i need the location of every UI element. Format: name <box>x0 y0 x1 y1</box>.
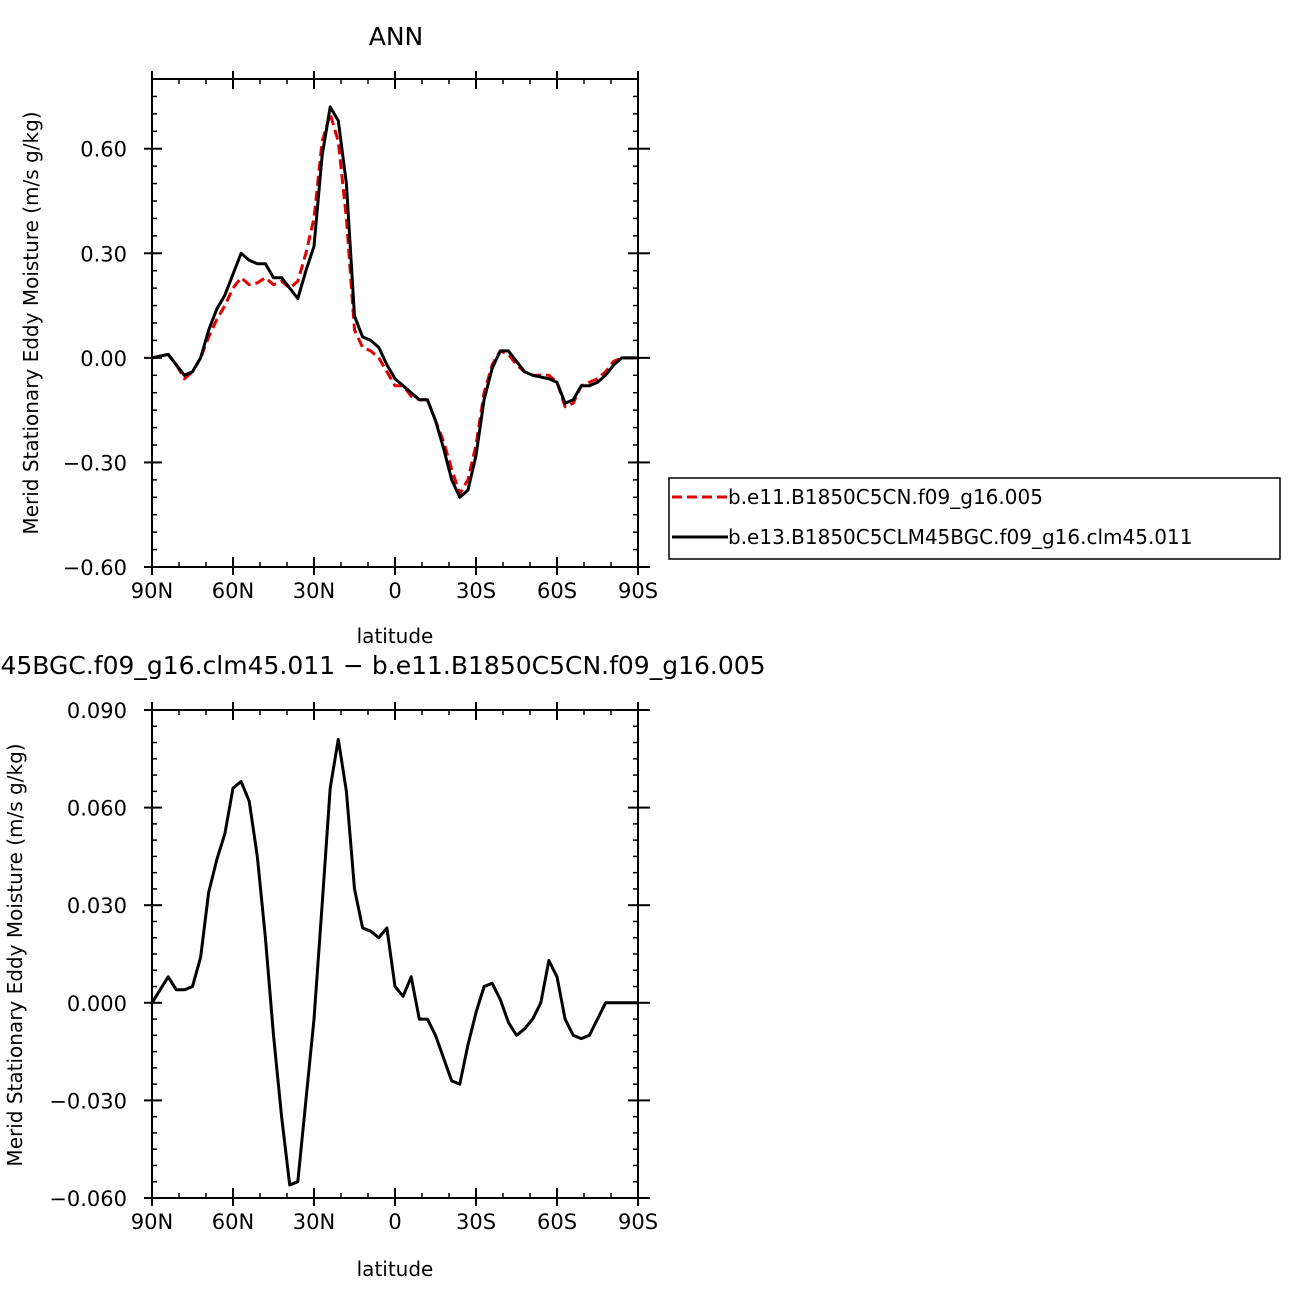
x-tick-label: 30S <box>456 579 496 603</box>
legend: b.e11.B1850C5CN.f09_g16.005 b.e13.B1850C… <box>668 477 1281 560</box>
x-tick-label: 90S <box>618 579 658 603</box>
top-panel-tick-labels: 90N 60N 30N 0 30S 60S 90S −0.60 −0.30 0.00 0.30 0.6… <box>63 138 658 603</box>
x-tick-label: 0 <box>388 1210 401 1234</box>
x-tick-label: 60S <box>537 1210 577 1234</box>
bottom-panel-title: b.e13.B1850C5CLM45BGC.f09_g16.clm45.011 … <box>0 651 766 680</box>
y-tick-label: 0.060 <box>67 797 127 821</box>
series-line-2 <box>151 105 638 499</box>
top-panel-x-axis-title: latitude <box>357 624 434 648</box>
bottom-panel: b.e13.B1850C5CLM45BGC.f09_g16.clm45.011 … <box>0 651 766 1281</box>
x-tick-label: 30N <box>293 1210 335 1234</box>
series-line-1 <box>151 112 638 496</box>
x-tick-label: 30N <box>293 579 335 603</box>
bottom-panel-series <box>150 737 638 1187</box>
y-tick-label: −0.30 <box>63 451 127 475</box>
top-panel-frame <box>151 78 639 568</box>
x-tick-label: 30S <box>456 1210 496 1234</box>
legend-label-series-1: b.e11.B1850C5CN.f09_g16.005 <box>728 485 1043 509</box>
y-tick-label: −0.030 <box>49 1089 127 1113</box>
x-tick-label: 90N <box>131 579 173 603</box>
bottom-panel-x-axis-title: latitude <box>357 1257 434 1281</box>
top-panel-series <box>151 105 638 499</box>
x-tick-label: 90S <box>618 1210 658 1234</box>
x-tick-label: 0 <box>388 579 401 603</box>
y-tick-label: 0.030 <box>67 894 127 918</box>
x-tick-label: 60N <box>212 579 254 603</box>
bottom-panel-tick-labels: 90N 60N 30N 0 30S 60S 90S −0.060 −0.030 0.000 0.03… <box>49 699 658 1234</box>
y-tick-label: 0.00 <box>80 347 127 371</box>
top-panel-ticks <box>144 71 650 575</box>
y-tick-label: 0.000 <box>67 992 127 1016</box>
y-tick-label: −0.060 <box>49 1187 127 1211</box>
top-panel-title: ANN <box>369 22 424 51</box>
x-tick-label: 90N <box>131 1210 173 1234</box>
series-line-1 <box>150 737 638 1187</box>
top-panel-y-axis-title: Merid Stationary Eddy Moisture (m/s g/kg… <box>19 111 43 534</box>
y-tick-label: −0.60 <box>63 556 127 580</box>
bottom-panel-frame <box>151 709 639 1199</box>
bottom-panel-ticks <box>144 702 650 1206</box>
legend-label-series-2: b.e13.B1850C5CLM45BGC.f09_g16.clm45.011 <box>728 525 1192 549</box>
x-tick-label: 60S <box>537 579 577 603</box>
y-tick-label: 0.60 <box>80 138 127 162</box>
legend-box <box>668 477 1281 560</box>
x-tick-label: 60N <box>212 1210 254 1234</box>
bottom-panel-y-axis-title: Merid Stationary Eddy Moisture (m/s g/kg… <box>3 743 27 1166</box>
top-panel: ANN 90N 60N 30N 0 30S 60S 90S −0.60 −0.30 0.00 0.3… <box>19 22 658 648</box>
y-tick-label: 0.090 <box>67 699 127 723</box>
y-tick-label: 0.30 <box>80 242 127 266</box>
